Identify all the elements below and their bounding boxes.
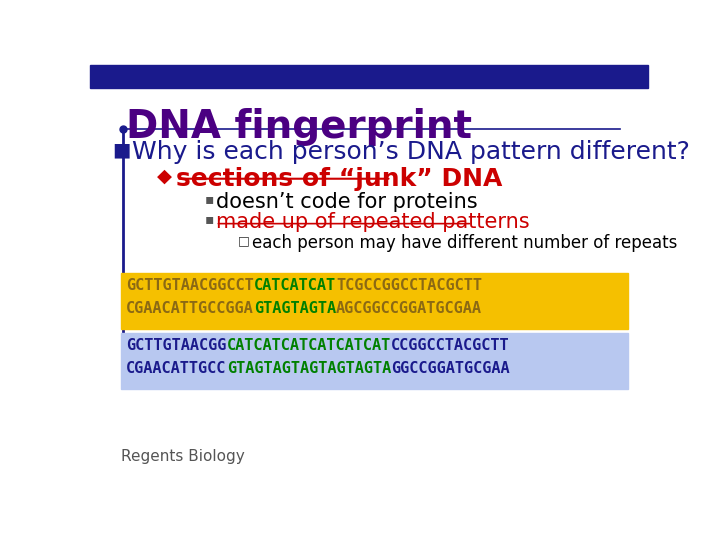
Text: CCGGCCTACGCTT: CCGGCCTACGCTT — [391, 338, 510, 353]
Text: doesn’t code for proteins: doesn’t code for proteins — [215, 192, 477, 212]
Text: GTAGTAGTA: GTAGTAGTA — [254, 301, 336, 316]
Text: DNA fingerprint: DNA fingerprint — [126, 109, 472, 146]
Text: CATCATCATCATCATCAT: CATCATCATCATCATCAT — [227, 338, 391, 353]
Text: CGAACATTGCCGGA: CGAACATTGCCGGA — [126, 301, 254, 316]
Text: AGCGGCCGGATGCGAA: AGCGGCCGGATGCGAA — [336, 301, 482, 316]
Bar — [121, 273, 629, 329]
Text: ▪: ▪ — [204, 212, 214, 226]
Bar — [121, 333, 629, 389]
Text: GCTTGTAACGGCCT: GCTTGTAACGGCCT — [126, 278, 254, 293]
Text: ▪: ▪ — [204, 192, 214, 206]
Bar — [90, 65, 648, 87]
Text: CATCATCAT: CATCATCAT — [254, 278, 336, 293]
Text: made up of repeated patterns: made up of repeated patterns — [215, 212, 529, 232]
Text: ■: ■ — [112, 140, 131, 159]
Text: Regents Biology: Regents Biology — [121, 449, 245, 464]
Text: GTAGTAGTAGTAGTAGTA: GTAGTAGTAGTAGTAGTA — [227, 361, 391, 376]
Text: ◆: ◆ — [157, 167, 172, 186]
Text: □: □ — [238, 234, 250, 247]
Text: TCGCCGGCCTACGCTT: TCGCCGGCCTACGCTT — [336, 278, 482, 293]
Text: GGCCGGATGCGAA: GGCCGGATGCGAA — [391, 361, 510, 376]
Text: Why is each person’s DNA pattern different?: Why is each person’s DNA pattern differe… — [132, 140, 690, 165]
Text: sections of “junk” DNA: sections of “junk” DNA — [176, 167, 503, 191]
Text: each person may have different number of repeats: each person may have different number of… — [252, 234, 678, 252]
Text: GCTTGTAACGG: GCTTGTAACGG — [126, 338, 227, 353]
Text: CGAACATTGCC: CGAACATTGCC — [126, 361, 227, 376]
